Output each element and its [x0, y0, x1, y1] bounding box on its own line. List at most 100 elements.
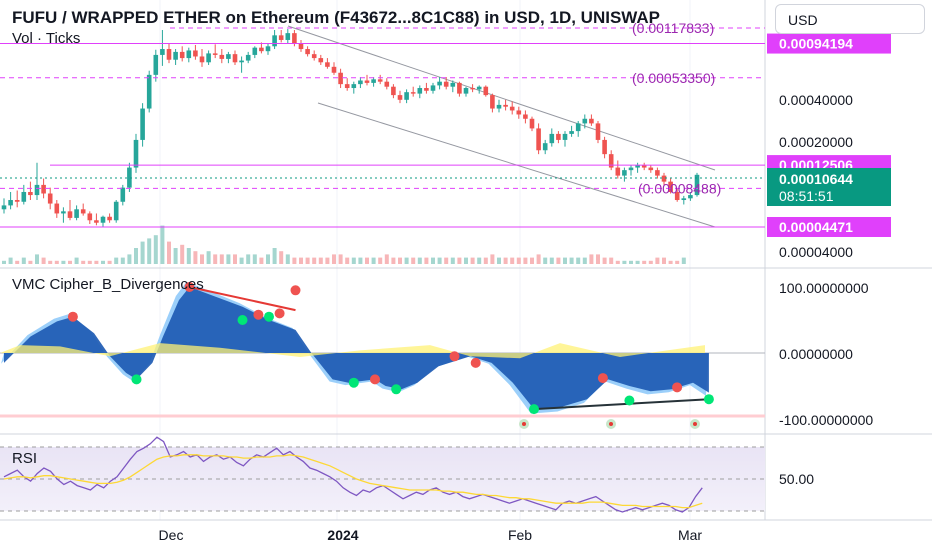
candle-body	[252, 47, 258, 55]
sell-signal-dot	[184, 282, 195, 292]
candle-body	[94, 220, 99, 223]
candle-body	[674, 191, 680, 201]
candle-body	[589, 118, 594, 124]
volume-bar	[246, 254, 251, 264]
candle-body	[536, 128, 541, 151]
volume-bar	[101, 260, 105, 264]
volume-bar	[305, 257, 310, 264]
volume-bar	[622, 260, 627, 264]
vmc-tick-label: 100.00000000	[779, 280, 869, 296]
signal-marker-core	[522, 422, 526, 426]
volume-bar	[411, 257, 416, 264]
volume-bar	[497, 257, 501, 264]
candle-body	[424, 88, 429, 91]
volume-bar	[285, 254, 290, 264]
time-tick-label: Mar	[678, 527, 702, 543]
candle-body	[173, 51, 178, 60]
candle-body	[496, 104, 502, 109]
volume-bar	[299, 257, 303, 264]
candle-body	[186, 50, 192, 59]
volume-bar	[642, 260, 647, 264]
volume-bar	[516, 257, 521, 264]
candle-body	[239, 60, 244, 63]
buy-signal-dot	[264, 311, 274, 322]
sell-signal-dot	[470, 357, 481, 368]
volume-bar	[252, 254, 257, 264]
currency-button[interactable]: USD	[775, 4, 925, 34]
buy-signal-dot	[624, 395, 635, 406]
volume-bar	[318, 257, 323, 264]
volume-bar	[431, 257, 435, 264]
volume-bar	[345, 257, 350, 264]
volume-bar	[239, 257, 244, 264]
volume-bar	[2, 260, 6, 264]
candle-body	[542, 143, 548, 151]
volume-bar	[576, 257, 581, 264]
candle-body	[14, 200, 20, 202]
rsi-panel	[0, 436, 765, 513]
candle-body	[21, 191, 27, 202]
candle-body	[648, 167, 654, 171]
rsi-indicator-label[interactable]: RSI	[12, 450, 38, 467]
candle-body	[226, 54, 231, 59]
volume-bar	[87, 260, 92, 264]
volume-bar	[582, 257, 587, 264]
candle-body	[655, 170, 660, 176]
rsi-line	[3, 436, 703, 513]
volume-bar	[662, 257, 666, 264]
candle-body	[100, 216, 106, 223]
volume-bar	[120, 257, 125, 264]
divergence-line	[189, 286, 296, 312]
volume-bar	[530, 257, 534, 264]
volume-bar	[219, 254, 224, 264]
candle-body	[529, 118, 535, 129]
volume-bar	[180, 244, 185, 264]
rsi-tick-label: 50.00	[779, 471, 814, 487]
volume-bar	[153, 235, 158, 264]
candle-body	[331, 66, 337, 73]
volume-bar	[596, 254, 600, 264]
current-price-label: 0.00010644	[779, 171, 853, 187]
sell-signal-dot	[274, 308, 285, 319]
candle-body	[575, 123, 581, 132]
volume-bar	[167, 241, 171, 264]
volume-bar	[41, 257, 46, 264]
sell-signal-dot	[67, 311, 78, 322]
vmc-indicator-label[interactable]: VMC Cipher_B_Divergences	[12, 276, 204, 293]
volume-bar	[213, 254, 218, 264]
candle-body	[113, 201, 119, 221]
volume-bar	[173, 248, 178, 264]
volume-bar	[259, 257, 264, 264]
candle-body	[622, 170, 627, 176]
candle-body	[166, 49, 172, 60]
sell-signal-dot	[290, 285, 301, 296]
candle-body	[351, 84, 357, 89]
volume-bar	[272, 248, 277, 264]
volume-bar	[233, 254, 237, 264]
price-level-box	[767, 33, 891, 54]
candle-body	[311, 54, 317, 59]
candle-body	[232, 54, 238, 63]
candle-body	[641, 165, 647, 168]
candle-body	[325, 62, 330, 67]
candle-body	[140, 108, 145, 140]
buy-signal-dot	[391, 384, 402, 395]
sell-signal-dot	[370, 374, 380, 385]
candle-body	[245, 54, 251, 61]
candle-body	[67, 211, 73, 218]
volume-bar	[68, 260, 72, 264]
candle-body	[391, 86, 396, 96]
volume-bar	[391, 257, 396, 264]
candle-body	[41, 184, 46, 194]
sell-signal-dot	[253, 309, 264, 320]
candles	[1, 28, 700, 227]
volume-bar	[54, 260, 59, 264]
sell-signal-dot	[597, 373, 608, 384]
volume-bar	[351, 257, 356, 264]
volume-bar	[48, 260, 53, 264]
volume-bar	[312, 257, 317, 264]
volume-bar	[279, 251, 284, 264]
candle-body	[371, 79, 376, 83]
price-level-annotation: (0.00117833)	[632, 20, 714, 36]
